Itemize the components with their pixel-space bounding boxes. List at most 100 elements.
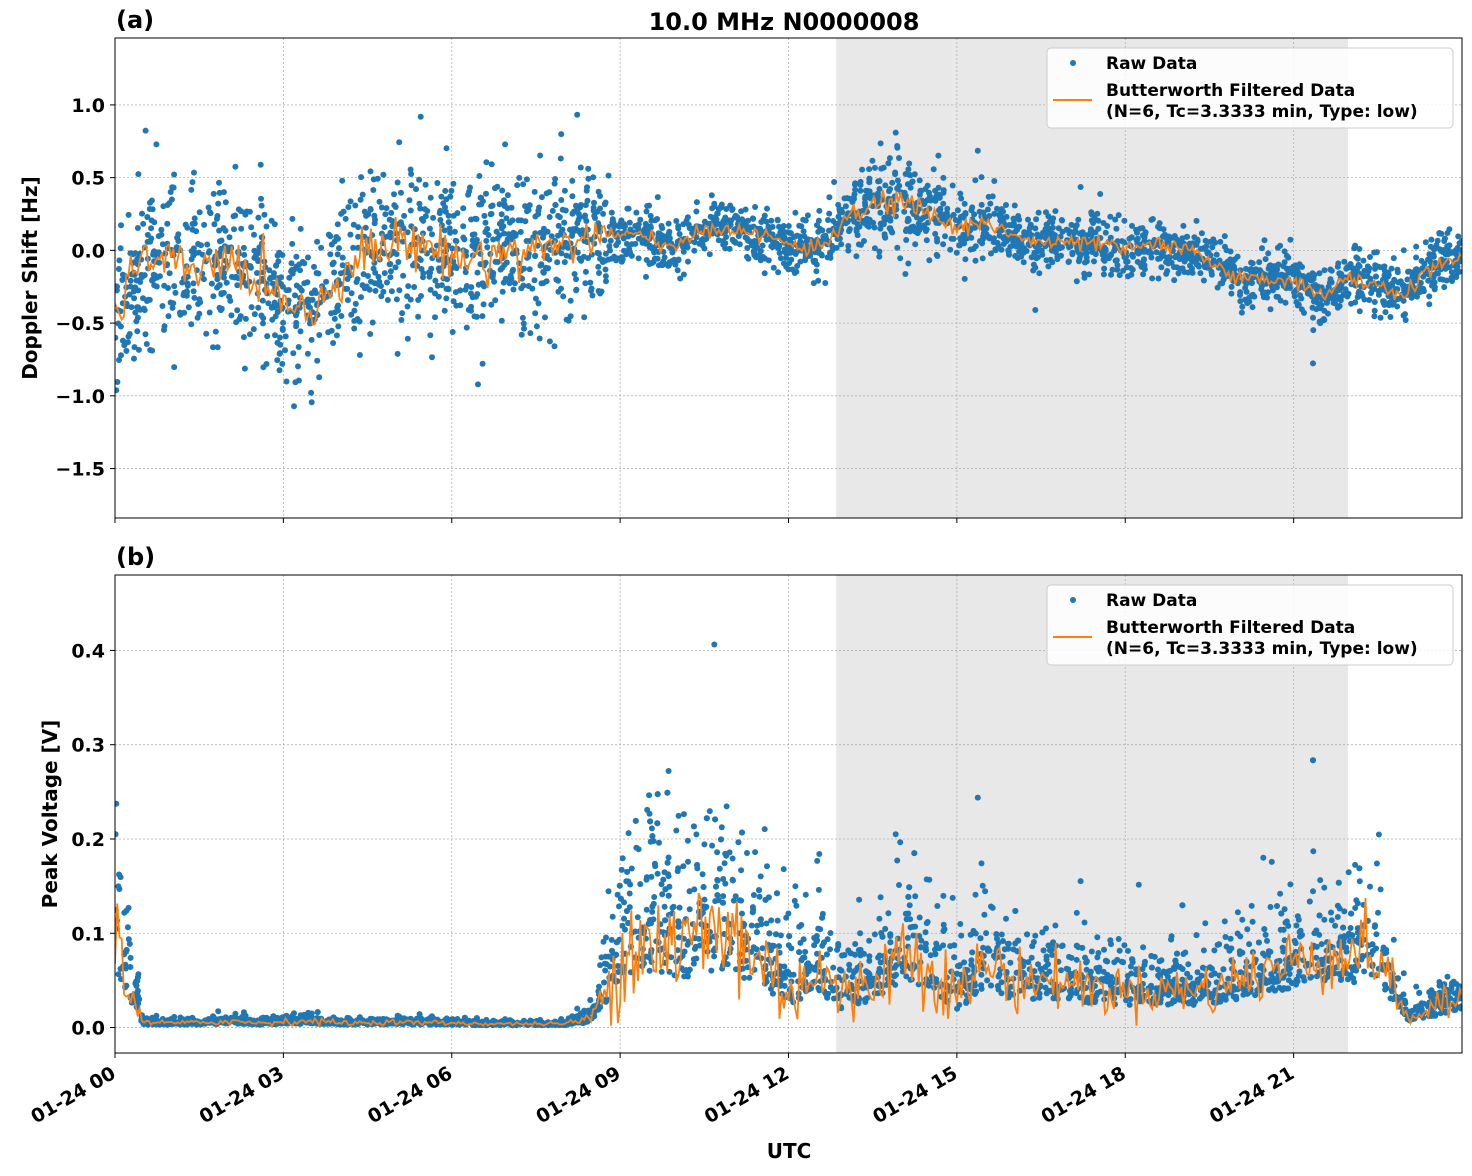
raw-point [1058,253,1064,259]
raw-point [859,167,865,173]
raw-point [524,238,530,244]
raw-point [1031,262,1037,268]
raw-point [539,280,545,286]
raw-point [876,916,882,922]
raw-point [518,285,524,291]
raw-point [557,214,563,220]
raw-point [902,271,908,277]
raw-point [632,241,638,247]
raw-point [354,279,360,285]
raw-point [1381,300,1387,306]
raw-point [655,194,661,200]
raw-point [1329,917,1335,923]
raw-point [241,252,247,258]
raw-point [447,230,453,236]
raw-point [1402,311,1408,317]
raw-point [553,277,559,283]
raw-point [405,283,411,289]
raw-point [521,321,527,327]
raw-point [247,209,253,215]
raw-point [327,251,333,257]
raw-point [1130,254,1136,260]
raw-point [542,314,548,320]
raw-point [314,239,320,245]
y-axis-label: Doppler Shift [Hz] [18,176,42,380]
raw-point [457,287,463,293]
raw-point [1297,292,1303,298]
raw-point [776,224,782,230]
raw-point [1078,184,1084,190]
raw-point [520,315,526,321]
raw-point [950,895,956,901]
raw-point [843,203,849,209]
raw-point [1293,262,1299,268]
raw-point [1367,884,1373,890]
raw-point [1180,223,1186,229]
raw-point [709,205,715,211]
raw-point [234,307,240,313]
raw-point [867,217,873,223]
raw-point [331,270,337,276]
raw-point [912,228,918,234]
raw-point [405,304,411,310]
raw-point [311,264,317,270]
raw-point [482,229,488,235]
raw-point [527,266,533,272]
raw-point [693,209,699,215]
raw-point [335,221,341,227]
raw-point [575,250,581,256]
raw-point [407,197,413,203]
raw-point [227,298,233,304]
raw-point [1432,285,1438,291]
raw-point [151,219,157,225]
raw-point [560,207,566,213]
raw-point [968,235,974,241]
raw-point [345,204,351,210]
raw-point [511,287,517,293]
raw-point [393,264,399,270]
raw-point [749,923,755,929]
raw-point [1244,300,1250,306]
raw-point [254,270,260,276]
raw-point [177,312,183,318]
raw-point [1353,897,1359,903]
raw-point [685,259,691,265]
raw-point [382,270,388,276]
raw-point [827,946,833,952]
raw-point [343,216,349,222]
raw-point [620,855,626,861]
raw-point [757,252,763,258]
raw-point [318,245,324,251]
raw-point [333,234,339,240]
raw-point [524,176,530,182]
raw-point [1413,984,1419,990]
raw-point [1195,237,1201,243]
raw-point [646,792,652,798]
raw-point [1117,948,1123,954]
raw-point [733,213,739,219]
raw-point [1237,298,1243,304]
raw-point [991,178,997,184]
raw-point [905,181,911,187]
raw-point [1441,284,1447,290]
raw-point [1207,239,1213,245]
raw-point [1310,888,1316,894]
raw-point [188,321,194,327]
raw-point [1321,308,1327,314]
raw-point [536,300,542,306]
raw-point [702,897,708,903]
raw-point [637,217,643,223]
raw-point [190,280,196,286]
raw-point [305,351,311,357]
raw-point [587,280,593,286]
raw-point [954,250,960,256]
raw-point [442,204,448,210]
raw-point [999,206,1005,212]
raw-point [1321,917,1327,923]
raw-point [526,207,532,213]
raw-point [472,313,478,319]
raw-point [1129,223,1135,229]
raw-point [905,261,911,267]
raw-point [1095,218,1101,224]
raw-point [395,180,401,186]
